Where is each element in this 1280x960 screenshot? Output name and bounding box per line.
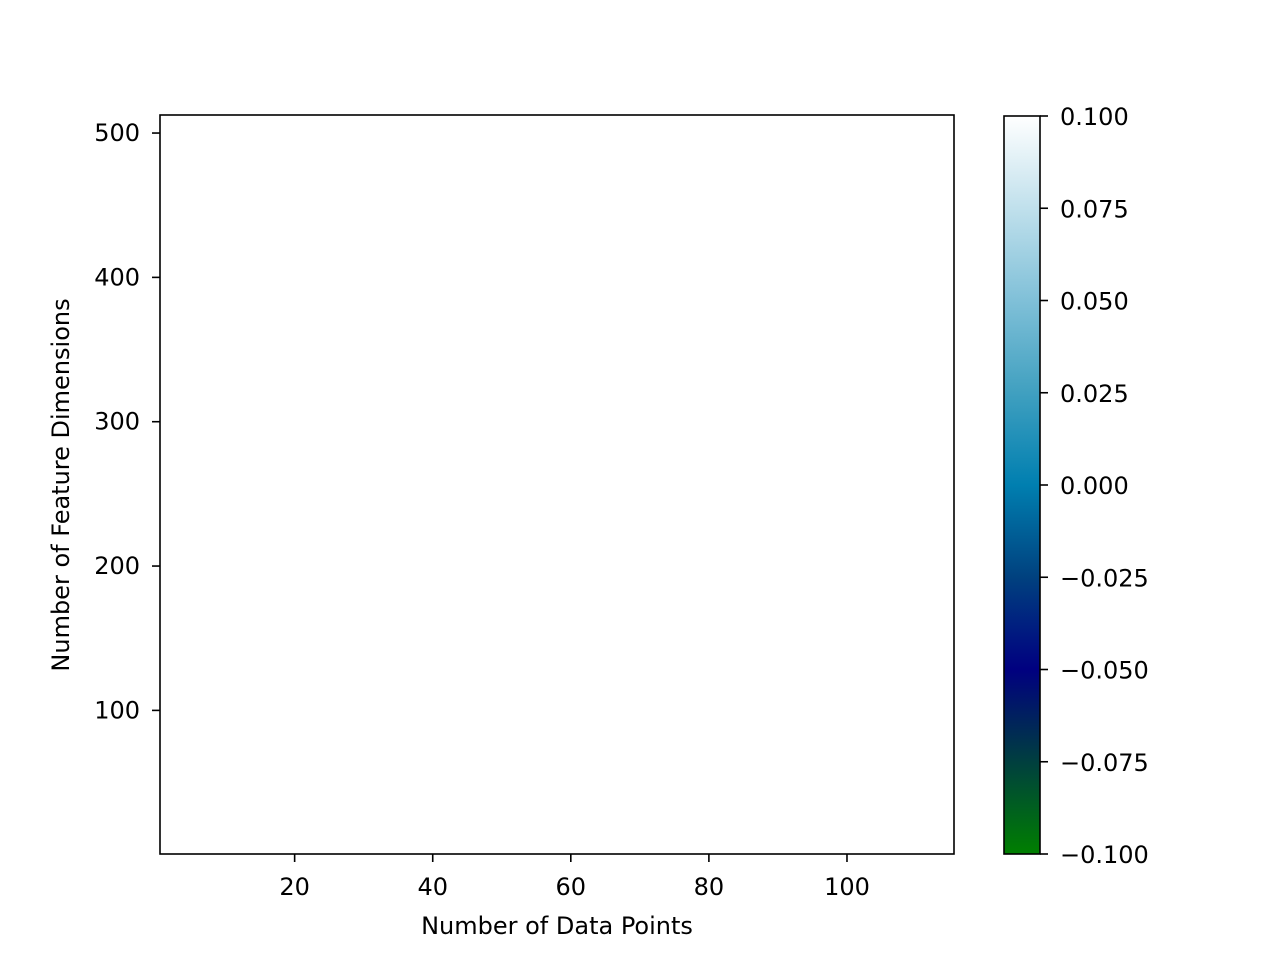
colorbar-gradient [1004, 116, 1040, 854]
y-tick-label: 500 [94, 119, 140, 147]
colorbar-tick-label: −0.050 [1060, 657, 1149, 685]
x-tick-label: 80 [694, 873, 725, 901]
y-tick-label: 200 [94, 552, 140, 580]
plot-frame [159, 114, 955, 855]
x-axis-label: Number of Data Points [421, 912, 693, 940]
colorbar-tick-label: −0.100 [1060, 841, 1149, 869]
x-tick-label: 20 [279, 873, 310, 901]
x-tick-label: 60 [556, 873, 587, 901]
colorbar-tick-label: 0.025 [1060, 380, 1129, 408]
colorbar-tick-label: 0.050 [1060, 288, 1129, 316]
y-axis-ticks: 100 200 300 400 500 [94, 119, 160, 724]
colorbar-tick-label: 0.000 [1060, 472, 1129, 500]
y-tick-label: 400 [94, 263, 140, 291]
colorbar-ticks: −0.100 −0.075 −0.050 −0.025 0.000 0.025 0.050 0… [1040, 103, 1149, 869]
colorbar-tick-label: −0.025 [1060, 564, 1149, 592]
colorbar-tick-label: 0.075 [1060, 195, 1129, 223]
y-tick-label: 300 [94, 408, 140, 436]
y-axis-label: Number of Feature Dimensions [47, 298, 75, 671]
plot-area [160, 115, 954, 854]
colorbar-tick-label: −0.075 [1060, 749, 1149, 777]
x-tick-label: 100 [824, 873, 870, 901]
x-tick-label: 40 [417, 873, 448, 901]
x-axis-ticks: 20 40 60 80 100 [279, 854, 870, 901]
colorbar-tick-label: 0.100 [1060, 103, 1129, 131]
y-tick-label: 100 [94, 696, 140, 724]
